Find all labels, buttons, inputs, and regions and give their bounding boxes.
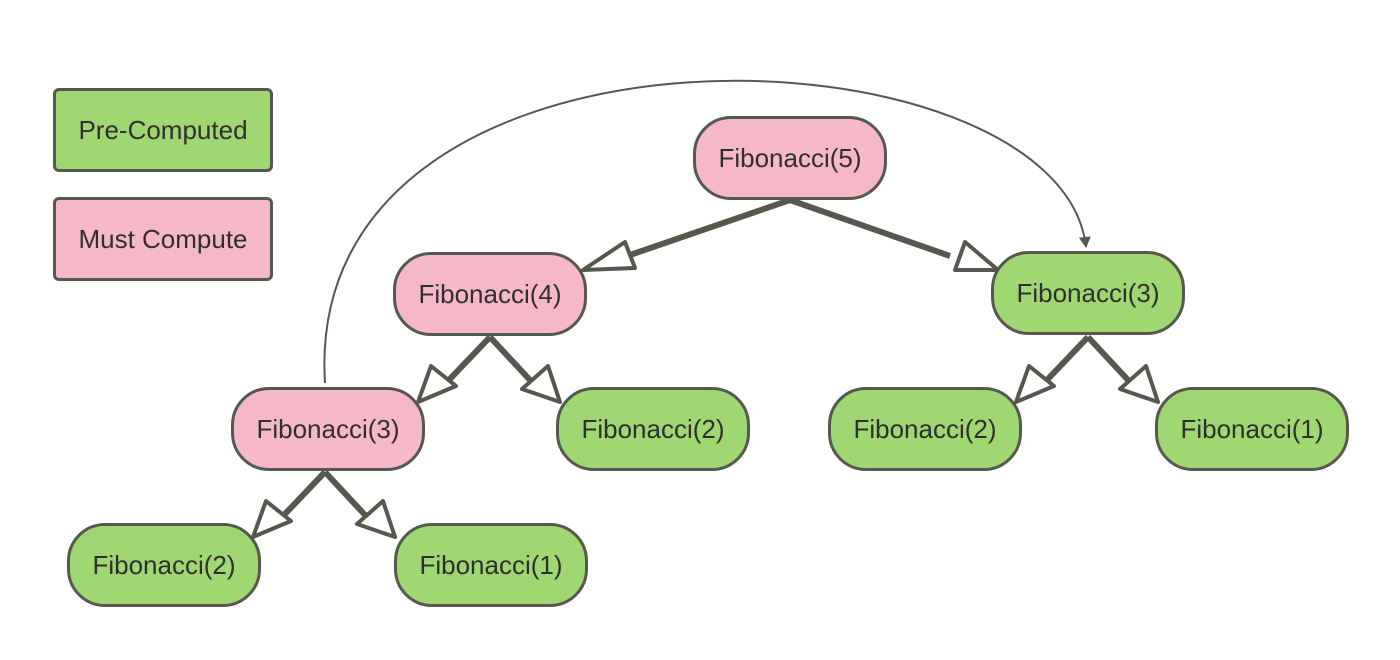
edge-fib4-fib3-left	[416, 334, 493, 404]
node-fib4: Fibonacci(4)	[393, 252, 587, 336]
edge-fib3-right-fib2-right	[1014, 334, 1091, 404]
node-fib2-mid-label: Fibonacci(2)	[581, 413, 725, 444]
edge-fib4-fib2-mid	[487, 334, 562, 404]
edge-fib5-fib3-right	[789, 197, 1000, 272]
legend-precomputed-label: Pre-Computed	[78, 114, 248, 145]
edge-fib5-fib4	[581, 197, 791, 272]
node-fib4-label: Fibonacci(4)	[418, 278, 562, 309]
node-fib2-bottom: Fibonacci(2)	[67, 523, 261, 607]
reuse-curve	[323, 79, 1091, 384]
node-fib1-right-label: Fibonacci(1)	[1180, 413, 1324, 444]
node-fib1-right: Fibonacci(1)	[1155, 387, 1349, 471]
node-fib5: Fibonacci(5)	[693, 116, 887, 200]
node-fib2-bottom-label: Fibonacci(2)	[92, 549, 236, 580]
node-fib2-mid: Fibonacci(2)	[556, 387, 750, 471]
edge-fib3-left-fib1-bottom	[322, 469, 397, 539]
node-fib2-right-label: Fibonacci(2)	[853, 413, 997, 444]
legend-must-compute: Must Compute	[53, 197, 273, 281]
node-fib3-left-label: Fibonacci(3)	[256, 413, 400, 444]
edge-fib3-left-fib2-bottom	[251, 469, 328, 539]
node-fib3-left: Fibonacci(3)	[231, 387, 425, 471]
node-fib3-right-label: Fibonacci(3)	[1016, 277, 1160, 308]
edge-fib3-right-fib1-right	[1085, 334, 1160, 404]
node-fib1-bottom: Fibonacci(1)	[394, 523, 588, 607]
node-fib1-bottom-label: Fibonacci(1)	[419, 549, 563, 580]
legend-precomputed: Pre-Computed	[53, 88, 273, 172]
node-fib2-right: Fibonacci(2)	[828, 387, 1022, 471]
legend-must-compute-label: Must Compute	[78, 223, 248, 254]
node-fib5-label: Fibonacci(5)	[718, 142, 862, 173]
node-fib3-right: Fibonacci(3)	[991, 251, 1185, 335]
